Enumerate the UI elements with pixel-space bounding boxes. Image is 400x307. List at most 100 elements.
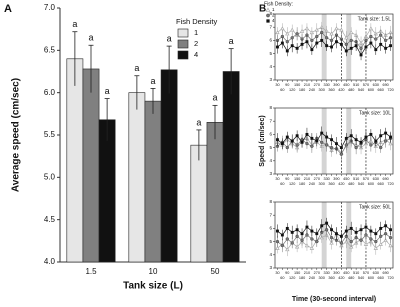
marker [368,26,374,31]
marker [285,247,290,252]
x-tick-label: 420 [338,88,344,92]
marker [383,38,388,43]
marker [305,132,309,136]
y-tick-label: 8 [269,105,272,110]
marker [310,229,314,233]
marker [310,237,314,241]
marker [315,139,319,143]
marker [344,35,349,40]
x-tick-label: 300 [319,182,325,186]
marker [383,232,388,236]
marker [359,140,363,144]
marker [379,234,383,238]
x-tick-label: 300 [319,88,325,92]
marker [329,38,334,43]
marker [305,233,309,237]
marker [339,241,344,245]
marker [324,143,329,147]
bar [82,68,100,263]
marker [329,235,334,240]
y-tick-label: 3 [269,77,272,82]
y-tick-label: 6 [269,132,272,137]
x-tick-label: 270 [314,83,320,87]
subplot-title: Tank size: 50L [359,204,391,210]
marker [276,45,279,49]
marker [388,243,393,248]
x-tick-label: 10 [149,267,158,276]
marker [324,36,329,40]
y-tick-label: 7.0 [44,3,56,12]
plot-frame [274,13,394,81]
marker [379,145,383,150]
marker [320,30,324,35]
marker [359,46,363,50]
marker [334,26,339,31]
x-tick-label: 720 [387,88,393,92]
marker [364,233,368,237]
marker [374,37,378,41]
x-tick-label: 510 [353,271,359,275]
legend-label: 1 [272,7,275,12]
x-tick-label: 360 [328,88,334,92]
y-tick-label: 5 [269,51,272,56]
marker [300,140,304,144]
marker [285,40,289,44]
panel-label: B [259,4,266,15]
y-tick-label: 6 [269,226,272,231]
y-tick-label: 5.0 [44,172,56,181]
significance-letter: a [212,93,217,103]
marker [285,145,289,150]
y-tick-label: 8 [269,11,272,16]
marker [285,49,289,53]
marker [374,239,378,244]
y-tick-label: 7 [269,118,272,123]
marker [374,48,378,52]
marker [329,31,334,36]
marker [329,145,334,150]
x-tick-label: 450 [343,177,349,181]
marker [310,136,314,140]
marker [276,138,279,142]
marker [354,44,358,48]
marker [295,134,299,138]
legend-label: 1 [194,28,198,37]
marker [310,38,314,43]
x-tick-label: 600 [368,276,374,280]
x-tick-label: 510 [353,83,359,87]
x-tick-label: 120 [289,276,295,280]
y-tick-label: 8 [269,199,272,204]
x-tick-label: 390 [333,83,339,87]
marker [344,42,348,47]
marker [290,241,294,245]
x-tick-label: 210 [304,83,310,87]
y-tick-label: 5 [269,239,272,244]
marker [335,232,338,236]
marker [384,131,388,135]
marker [320,131,324,135]
plot-frame [274,107,394,175]
marker [344,143,348,147]
marker [325,221,329,225]
marker [379,134,383,138]
marker [384,46,388,50]
x-tick-label: 360 [328,182,334,186]
y-tick-label: 6 [269,38,272,43]
marker [290,27,295,32]
y-tick-label: 4.5 [44,215,56,224]
marker [294,244,300,249]
significance-letter: a [229,36,234,46]
y-tick-label: 7 [269,212,272,217]
x-tick-label: 30 [275,271,279,275]
marker [285,135,289,139]
marker [379,42,383,46]
marker [369,143,373,147]
marker [335,142,338,146]
marker [339,152,344,156]
x-tick-label: 90 [285,271,289,275]
x-tick-label: 660 [378,276,384,280]
marker [383,139,388,143]
legend-label: 2 [194,39,198,48]
y-tick-label: 3 [269,265,272,270]
marker [310,48,314,52]
x-tick-label: 210 [304,271,310,275]
